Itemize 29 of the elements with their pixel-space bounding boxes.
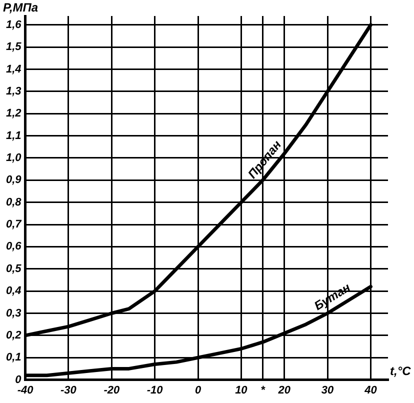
x-tick-label: -40 [17, 384, 34, 396]
y-tick-label: 0,5 [6, 262, 22, 275]
x-tick-label: * [260, 384, 266, 396]
x-tick-label: -20 [104, 384, 120, 396]
y-tick-label: 1,0 [6, 152, 22, 164]
y-tick-label: 1,2 [6, 108, 22, 120]
y-tick-label: 0,6 [6, 240, 22, 253]
y-tick-label: 0,3 [6, 307, 22, 320]
x-tick-label: -30 [60, 384, 78, 396]
x-axis-title: t,°C [390, 364, 412, 378]
y-tick-label: 1,1 [6, 130, 22, 142]
y-tick-label: 1,4 [6, 63, 22, 76]
y-tick-label: 1,6 [6, 18, 22, 31]
y-tick-label: 0,1 [6, 352, 22, 364]
y-tick-label: 0,8 [6, 196, 22, 208]
y-tick-label: 1,5 [6, 41, 22, 54]
y-tick-label: 1,3 [6, 85, 22, 98]
x-tick-label: 40 [364, 384, 378, 396]
y-tick-label: 0,9 [6, 174, 22, 186]
y-tick-label: 0,2 [6, 329, 22, 342]
x-tick-label: -10 [146, 384, 164, 396]
x-tick-label: 10 [235, 384, 248, 396]
x-tick-label: 20 [277, 384, 292, 396]
y-axis-title: P,МПа [3, 0, 38, 14]
y-tick-label: 0,4 [6, 285, 22, 298]
y-tick-label: 0 [15, 374, 22, 386]
x-tick-label: 0 [194, 384, 202, 396]
y-tick-label: 0,7 [6, 218, 22, 231]
x-tick-label: 30 [321, 384, 335, 396]
